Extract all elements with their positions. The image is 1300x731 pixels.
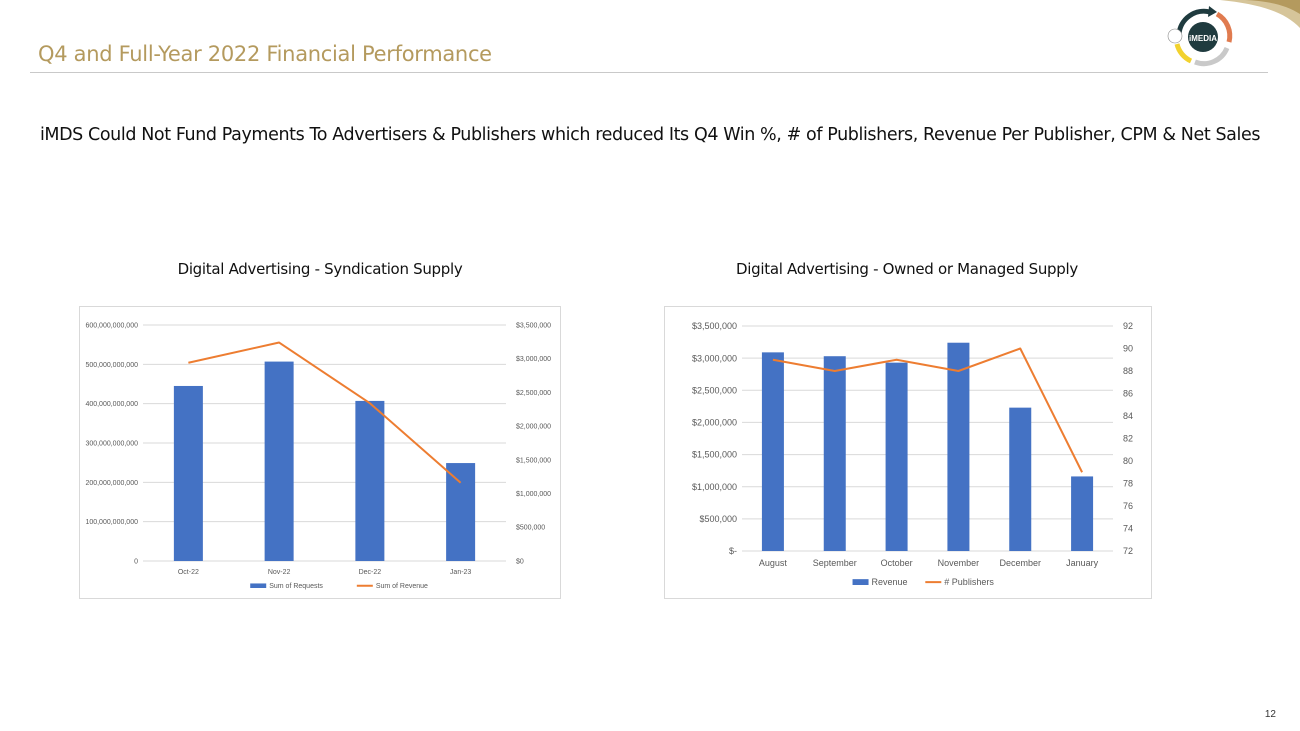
y2-tick-label: 88 (1123, 366, 1133, 376)
page-number: 12 (1264, 709, 1276, 720)
y-tick-label: $- (729, 546, 737, 556)
y2-tick-label: $2,500,000 (516, 390, 551, 397)
slide-headline: iMDS Could Not Fund Payments To Advertis… (39, 125, 1261, 145)
bar (1071, 476, 1094, 551)
decorative-swoosh (1220, 0, 1300, 28)
legend-label: # Publishers (944, 577, 994, 587)
chart-syndication-svg: 0 100,000,000,000 200,000,000,000 300,000,0… (85, 322, 551, 590)
legend-swatch-bar (852, 579, 869, 585)
y2-tick-label: $1,000,000 (516, 491, 551, 498)
x-tick-label: Nov-22 (268, 569, 291, 576)
bar (446, 463, 476, 561)
y2-tick-label: $0 (516, 558, 524, 565)
y2-tick-label: 78 (1123, 479, 1133, 489)
y2-tick-label: $500,000 (516, 525, 545, 532)
y-tick-label: $3,000,000 (692, 353, 737, 363)
y2-tick-label: 86 (1123, 389, 1133, 399)
x-tick-label: August (759, 558, 788, 568)
bar (885, 362, 908, 551)
y-tick-label: $3,500,000 (692, 321, 737, 331)
y-tick-label: $500,000 (699, 514, 737, 524)
bar (173, 385, 203, 561)
x-tick-label: September (813, 558, 857, 568)
chart-title-owned: Digital Advertising - Owned or Managed S… (736, 260, 1078, 278)
x-tick-label: Oct-22 (178, 569, 199, 576)
y2-tick-label: 72 (1123, 546, 1133, 556)
y-tick-label: $2,500,000 (692, 385, 737, 395)
x-tick-label: January (1066, 558, 1099, 568)
bar (761, 352, 784, 551)
x-tick-label: December (999, 558, 1041, 568)
legend-swatch-bar (250, 583, 267, 588)
y-tick-label: $2,000,000 (692, 418, 737, 428)
legend-label: Sum of Revenue (376, 583, 428, 590)
x-tick-label: October (881, 558, 913, 568)
y2-tick-label: $3,000,000 (516, 356, 551, 363)
y2-tick-label: $3,500,000 (516, 322, 551, 329)
title-divider (30, 72, 1268, 73)
y2-tick-label: 80 (1123, 456, 1133, 466)
y-tick-label: 100,000,000,000 (85, 519, 138, 526)
y-tick-label: 500,000,000,000 (85, 362, 138, 369)
bar (947, 342, 970, 551)
bar (1009, 407, 1032, 551)
y-tick-label: 300,000,000,000 (85, 440, 138, 447)
logo-text: iMEDIA (1189, 34, 1217, 43)
chart-syndication-supply: 0 100,000,000,000 200,000,000,000 300,000,0… (79, 306, 561, 599)
bar (823, 356, 846, 551)
x-tick-label: Dec-22 (359, 569, 382, 576)
chart-title-syndication: Digital Advertising - Syndication Supply (177, 260, 463, 278)
y-tick-label: 600,000,000,000 (85, 322, 138, 329)
legend-label: Revenue (872, 577, 908, 587)
y2-tick-label: $1,500,000 (516, 457, 551, 464)
y-tick-label: $1,500,000 (692, 450, 737, 460)
y2-tick-label: $2,000,000 (516, 424, 551, 431)
revenue-line (188, 341, 462, 484)
bar (264, 361, 294, 561)
y-tick-label: 200,000,000,000 (85, 480, 138, 487)
bar (355, 400, 385, 561)
y-tick-label: $1,000,000 (692, 482, 737, 492)
y2-tick-label: 82 (1123, 434, 1133, 444)
y2-tick-label: 92 (1123, 321, 1133, 331)
y2-tick-label: 76 (1123, 501, 1133, 511)
chart-owned-supply: $- $500,000 $1,000,000 $1,500,000 $2,000,000… (664, 306, 1152, 599)
y2-tick-label: 90 (1123, 344, 1133, 354)
x-tick-label: November (938, 558, 980, 568)
x-tick-label: Jan-23 (450, 569, 472, 576)
y-tick-label: 0 (134, 558, 138, 565)
y2-tick-label: 84 (1123, 411, 1133, 421)
y-tick-label: 400,000,000,000 (85, 401, 138, 408)
y2-tick-label: 74 (1123, 524, 1133, 534)
revenue-line (772, 347, 1083, 473)
legend-label: Sum of Requests (269, 583, 323, 590)
chart-owned-svg: $- $500,000 $1,000,000 $1,500,000 $2,000,000… (692, 321, 1133, 587)
slide-title: Q4 and Full-Year 2022 Financial Performa… (38, 42, 492, 66)
imedia-logo: iMEDIA (1167, 6, 1233, 67)
